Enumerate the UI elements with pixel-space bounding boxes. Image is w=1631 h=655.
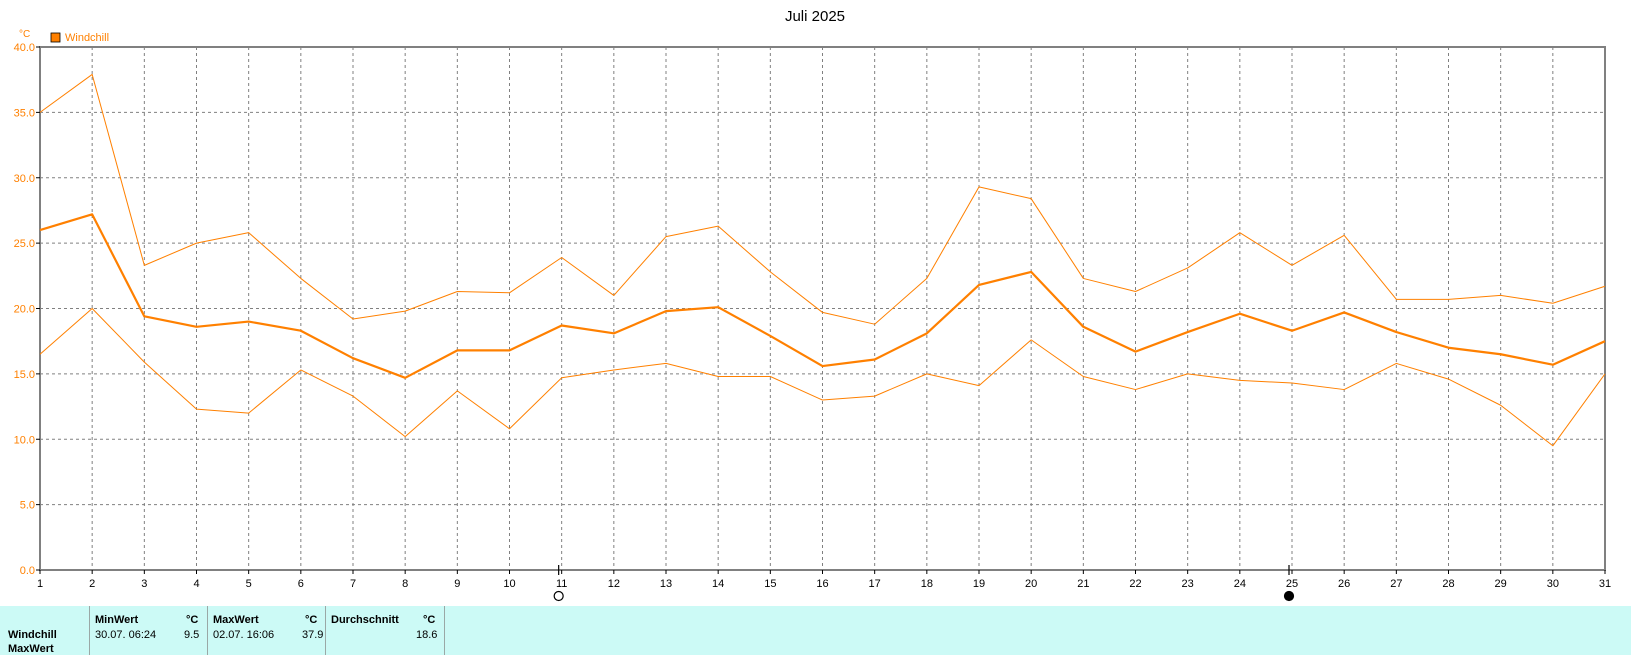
y-tick-label: 20.0: [14, 304, 35, 316]
max-unit: °C: [305, 614, 318, 626]
x-tick-label: 14: [712, 578, 724, 590]
full-moon-icon: [553, 590, 564, 602]
y-tick-label: 35.0: [14, 107, 35, 119]
x-tick-label: 7: [350, 578, 356, 590]
chart-title: Juli 2025: [785, 8, 845, 25]
series-line-max: [39, 73, 1606, 325]
min-unit: °C: [186, 614, 199, 626]
stats-divider: [89, 606, 90, 655]
x-tick-label: 28: [1442, 578, 1454, 590]
stats-row-label-2: MaxWert: [8, 643, 54, 655]
x-tick-label: 22: [1129, 578, 1141, 590]
avg-value: 18.6: [416, 629, 438, 641]
series: [39, 73, 1606, 447]
stats-divider: [444, 606, 445, 655]
x-tick-label: 13: [660, 578, 672, 590]
x-tick-label: 15: [764, 578, 776, 590]
x-tick-label: 10: [503, 578, 515, 590]
x-tick-label: 21: [1077, 578, 1089, 590]
series-line-min: [39, 308, 1606, 447]
x-tick-label: 11: [556, 578, 567, 590]
x-tick-label: 5: [246, 578, 252, 590]
x-tick-label: 2: [89, 578, 95, 590]
x-tick-label: 30: [1547, 578, 1559, 590]
x-tick-label: 31: [1599, 578, 1611, 590]
x-tick-label: 19: [973, 578, 985, 590]
y-tick-label: 40.0: [14, 42, 35, 54]
legend-label: Windchill: [65, 32, 109, 44]
y-axis-unit: °C: [19, 29, 30, 40]
x-tick-label: 24: [1234, 578, 1246, 590]
new-moon-icon: [1283, 590, 1295, 602]
x-tick-label: 8: [402, 578, 408, 590]
avg-unit: °C: [423, 614, 436, 626]
x-tick-label: 26: [1338, 578, 1350, 590]
x-tick-label: 6: [298, 578, 304, 590]
y-tick-label: 25.0: [14, 238, 35, 250]
x-tick-label: 3: [141, 578, 147, 590]
y-axis: 0.0 5.0 10.0 15.0 20.0 25.0 30.0 35.0 40.0: [14, 42, 40, 577]
x-tick-label: 18: [921, 578, 933, 590]
series-line-avg: [39, 213, 1606, 379]
min-date: 30.07. 06:24: [95, 629, 157, 641]
y-tick-label: 0.0: [20, 565, 35, 577]
x-tick-label: 9: [454, 578, 460, 590]
x-tick-label: 25: [1286, 578, 1298, 590]
min-header: MinWert: [95, 614, 139, 626]
max-header: MaxWert: [213, 614, 259, 626]
y-tick-label: 5.0: [20, 500, 35, 512]
x-tick-label: 29: [1495, 578, 1507, 590]
x-tick-label: 27: [1390, 578, 1402, 590]
stats-divider: [325, 606, 326, 655]
y-tick-label: 30.0: [14, 173, 35, 185]
x-tick-label: 12: [608, 578, 620, 590]
x-tick-label: 1: [37, 578, 43, 590]
avg-header: Durchschnitt: [331, 614, 399, 626]
max-date: 02.07. 16:06: [213, 629, 275, 641]
x-tick-label: 4: [193, 578, 199, 590]
stats-divider: [207, 606, 208, 655]
stats-row-label: Windchill: [8, 629, 57, 641]
x-tick-label: 20: [1025, 578, 1037, 590]
stats-panel: Windchill MaxWert MinWert °C 30.07. 06:2…: [0, 606, 1631, 655]
grid: [40, 47, 1605, 570]
x-tick-label: 16: [816, 578, 828, 590]
chart: Juli 2025 °C Windchill 0.05.010.015.020.…: [14, 8, 1611, 602]
legend-swatch: [50, 32, 61, 43]
x-tick-label: 17: [869, 578, 881, 590]
y-tick-label: 10.0: [14, 434, 35, 446]
moon-markers: [553, 565, 1295, 602]
y-tick-label: 15.0: [14, 369, 35, 381]
max-value: 37.9: [302, 629, 324, 641]
x-axis: 1 2 3 4 5 6 7 8 9 10 11 12 13 14 15 16 17 18 19 20 21 22 23 24 2…: [37, 570, 1611, 590]
x-tick-label: 23: [1182, 578, 1194, 590]
min-value: 9.5: [184, 629, 200, 641]
